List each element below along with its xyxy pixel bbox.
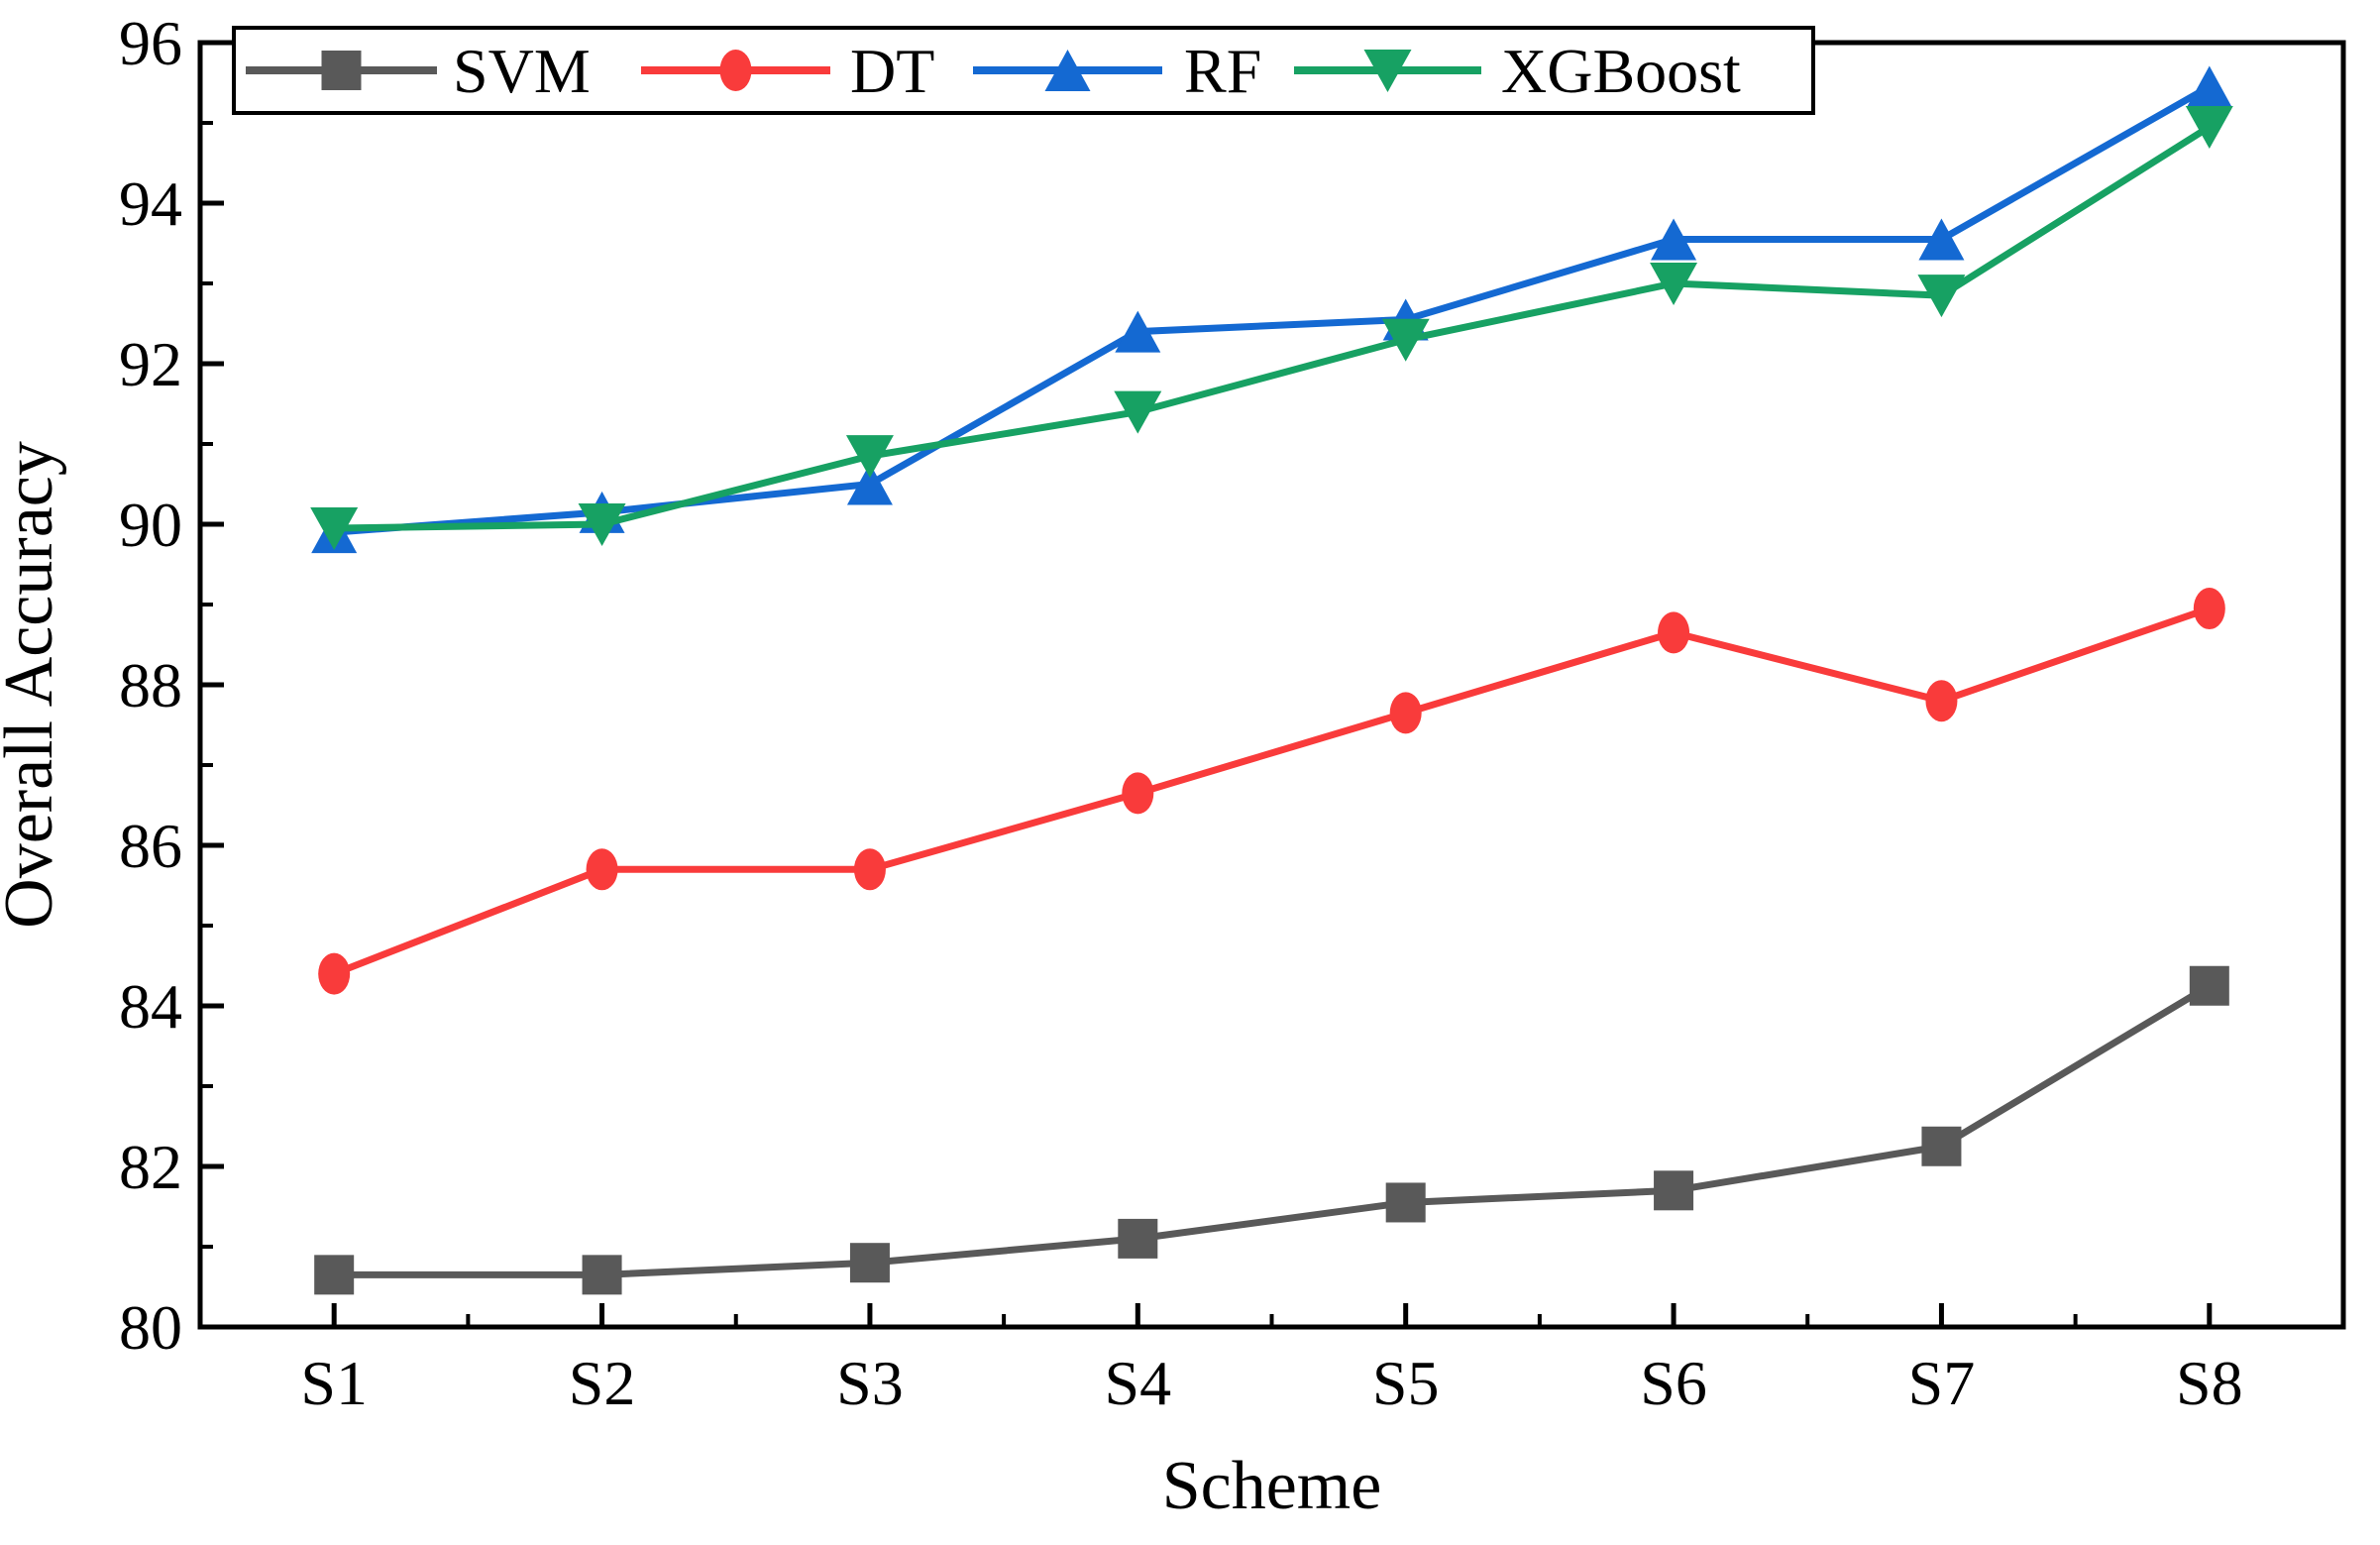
data-point-marker	[2189, 965, 2229, 1006]
data-point-marker	[1114, 390, 1162, 434]
data-point-marker	[1925, 680, 1958, 722]
legend-item-svm: SVM	[246, 36, 591, 106]
data-point-marker	[310, 507, 359, 551]
data-point-marker	[849, 1243, 890, 1283]
series-line	[334, 982, 2212, 1278]
data-point-marker	[1389, 692, 1422, 734]
x-tick-label: S6	[1640, 1348, 1707, 1418]
y-tick-label: 86	[119, 811, 182, 881]
y-tick-label: 96	[119, 8, 182, 78]
data-point-marker	[1658, 611, 1690, 654]
series-line	[332, 605, 2211, 977]
legend-item-xgboost: XGBoost	[1294, 36, 1741, 106]
y-tick-label: 90	[119, 490, 182, 560]
legend-item-rf: RF	[973, 36, 1261, 106]
data-point-marker	[1651, 218, 1697, 261]
y-tick-label: 84	[119, 971, 182, 1042]
data-point-marker	[582, 1255, 622, 1295]
data-point-marker	[1381, 318, 1430, 362]
y-tick-label: 94	[119, 168, 182, 239]
series-dt	[318, 588, 2225, 995]
data-point-marker	[1918, 218, 1965, 261]
data-point-marker	[845, 435, 894, 479]
data-point-marker	[1650, 263, 1698, 305]
legend-marker-sample	[719, 50, 752, 91]
legend-label: SVM	[453, 36, 591, 106]
y-tick-label: 80	[119, 1292, 182, 1363]
legend-marker-sample	[1363, 50, 1412, 92]
legend-label: XGBoost	[1501, 36, 1741, 106]
data-point-marker	[1921, 1126, 1962, 1166]
data-point-marker	[853, 848, 886, 891]
y-tick-label: 88	[119, 650, 182, 720]
data-point-marker	[1654, 1170, 1694, 1211]
legend-label: DT	[850, 36, 934, 106]
y-tick-label: 92	[119, 329, 182, 399]
series-svm	[314, 965, 2229, 1295]
legend-marker-sample	[1044, 50, 1091, 91]
data-point-marker	[314, 1255, 355, 1295]
data-point-marker	[1118, 1218, 1158, 1259]
y-axis-title: Overall Accuracy	[0, 441, 67, 929]
x-tick-label: S5	[1372, 1348, 1440, 1418]
y-tick-label: 82	[119, 1132, 182, 1202]
series-line	[334, 124, 2212, 532]
data-point-marker	[846, 463, 893, 505]
x-tick-label: S2	[569, 1348, 636, 1418]
data-point-marker	[586, 848, 618, 891]
legend: SVM DT RF XGBoost	[232, 26, 1815, 115]
legend-item-dt: DT	[641, 36, 934, 106]
data-point-marker	[2185, 106, 2233, 150]
y-axis: 80 82 84 86 88 90 92 94 96	[119, 8, 224, 1363]
data-point-marker	[2186, 65, 2232, 108]
data-point-marker	[318, 952, 351, 995]
data-point-marker	[1115, 310, 1161, 353]
x-tick-label: S7	[1908, 1348, 1976, 1418]
series-xgboost	[310, 106, 2233, 551]
data-point-marker	[1122, 772, 1154, 815]
data-point-marker	[1917, 275, 1966, 318]
x-axis: S1 S2 S3 S4 S5 S6 S7 S8	[300, 1303, 2243, 1418]
x-axis-title: Scheme	[1162, 1448, 1382, 1524]
x-tick-label: S1	[300, 1348, 368, 1418]
series-line	[333, 83, 2212, 536]
x-tick-label: S3	[836, 1348, 904, 1418]
x-tick-label: S8	[2176, 1348, 2243, 1418]
data-point-marker	[2193, 588, 2225, 630]
legend-label: RF	[1184, 36, 1261, 106]
x-tick-label: S4	[1105, 1348, 1172, 1418]
legend-marker-sample	[321, 51, 362, 90]
data-point-marker	[1385, 1182, 1426, 1223]
data-point-marker	[578, 503, 626, 546]
